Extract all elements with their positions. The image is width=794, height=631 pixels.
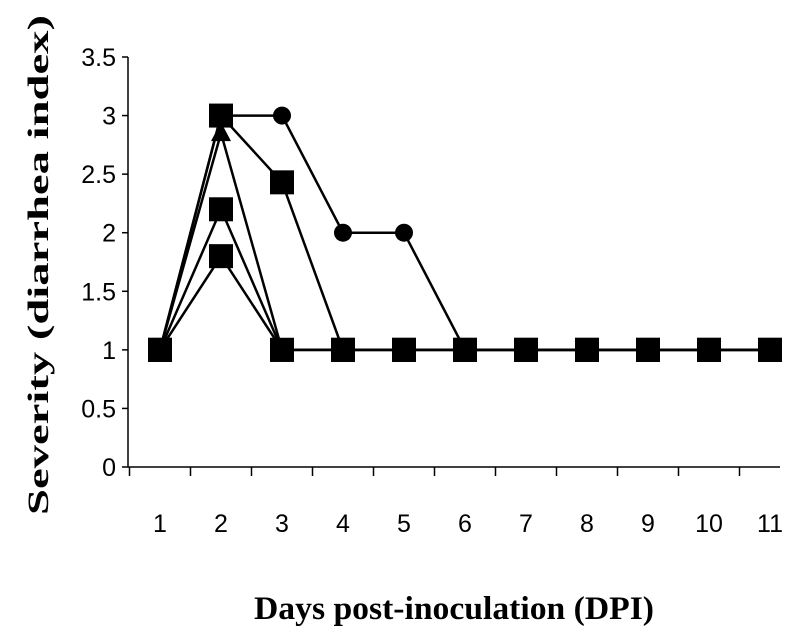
data-point-square	[270, 170, 294, 195]
y-tick-label: 0.5	[81, 395, 116, 423]
data-point-square	[575, 337, 599, 362]
data-point-square	[697, 337, 721, 362]
y-tick-label: 1	[102, 337, 116, 365]
y-tick-label: 2.5	[81, 161, 116, 189]
series-layer	[148, 103, 782, 362]
series-3	[150, 122, 780, 358]
x-tick-label: 8	[580, 510, 594, 538]
data-point-square	[392, 337, 416, 362]
series-1	[151, 106, 779, 359]
x-tick-label: 9	[641, 510, 655, 538]
data-point-square	[453, 337, 477, 362]
y-tick-label: 0	[102, 454, 116, 482]
x-tick-label: 6	[458, 510, 472, 538]
data-point-square	[758, 337, 782, 362]
series-2	[148, 103, 782, 362]
data-point-circle	[334, 223, 352, 242]
x-tick-label: 4	[336, 510, 350, 538]
data-point-square	[514, 337, 538, 362]
data-point-circle	[273, 106, 291, 125]
data-point-square	[270, 337, 294, 362]
data-point-square	[331, 337, 355, 362]
data-point-triangle	[211, 122, 231, 142]
data-point-square	[148, 337, 172, 362]
y-axis: 0 0.5 1 1.5 2 2.5 3 3.5	[81, 44, 129, 482]
y-tick-label: 1.5	[81, 278, 116, 306]
series-line	[158, 206, 770, 352]
y-tick-label: 3.5	[81, 44, 116, 72]
x-tick-label: 3	[275, 510, 289, 538]
data-point-square	[209, 244, 233, 269]
series-line	[158, 128, 770, 352]
x-axis: 1 2 3 4 5 6 7 8 9 10 11	[128, 466, 783, 538]
y-tick-label: 2	[102, 220, 116, 248]
data-point-square	[209, 197, 233, 222]
series-4	[148, 197, 782, 362]
x-tick-label: 2	[214, 510, 228, 538]
y-tick-label: 3	[102, 103, 116, 131]
data-point-square	[636, 337, 660, 362]
x-tick-label: 1	[153, 510, 167, 538]
series-line	[158, 253, 770, 352]
x-tick-label: 10	[695, 510, 723, 538]
x-tick-label: 7	[519, 510, 533, 538]
data-point-circle	[395, 223, 413, 242]
x-axis-title: Days post-inoculation (DPI)	[254, 591, 654, 627]
x-tick-label: 5	[397, 510, 411, 538]
y-axis-title: Severity (diarrhea index)	[22, 15, 55, 515]
series-line	[158, 113, 770, 352]
series-5	[148, 244, 782, 362]
x-tick-label: 11	[757, 510, 783, 538]
